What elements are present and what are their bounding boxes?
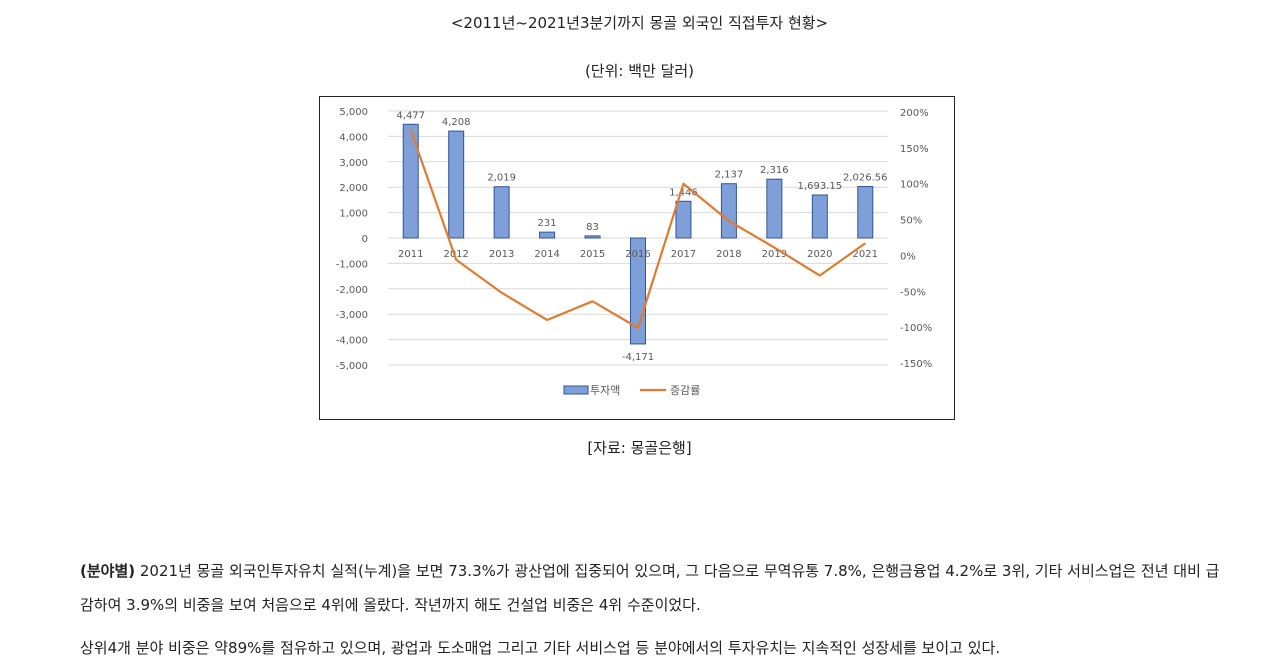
legend-line-label: 증감률 xyxy=(670,384,700,397)
y-left-tick-label: 2,000 xyxy=(339,183,368,194)
bar xyxy=(539,231,556,239)
y-right-tick-label: 100% xyxy=(900,180,929,191)
legend-bar-label: 투자액 xyxy=(590,384,620,397)
fdi-chart: 5,000 4,000 3,000 2,000 1,000 0 -1,000 -2,000 -3… xyxy=(319,96,955,420)
y-left-tick-label: 3,000 xyxy=(339,158,368,169)
y-left-tick-label: 5,000 xyxy=(339,107,368,118)
y-right-tick-label: 50% xyxy=(900,216,922,227)
y-left-tick-label: -2,000 xyxy=(336,285,368,296)
paragraph-lead: (분야별) xyxy=(80,562,136,580)
x-tick-label: 2018 xyxy=(716,249,741,260)
x-tick-label: 2015 xyxy=(580,249,605,260)
bar-data-label: 1,446 xyxy=(669,187,698,198)
y-right-tick-label: 150% xyxy=(900,144,929,155)
bar-data-label: -4,171 xyxy=(622,352,654,363)
paragraph-top4: 상위4개 분야 비중은 약89%를 점유하고 있으며, 광업과 도소매업 그리고… xyxy=(80,639,1001,657)
y-left-tick-label: -3,000 xyxy=(336,310,368,321)
y-left-tick-label: -5,000 xyxy=(336,361,368,372)
bar-data-label: 4,208 xyxy=(442,117,471,128)
chart-svg: 5,000 4,000 3,000 2,000 1,000 0 -1,000 -2,000 -3… xyxy=(336,107,932,397)
bar-data-label: 231 xyxy=(538,218,557,229)
bar xyxy=(584,235,601,239)
y-left-tick-label: 0 xyxy=(362,234,368,245)
paragraph-sector: (분야별) 2021년 몽골 외국인투자유치 실적(누계)을 보면 73.3%가… xyxy=(80,554,1220,622)
bar-data-label: 4,477 xyxy=(396,110,425,121)
bar xyxy=(720,183,737,239)
paragraph-text: 2021년 몽골 외국인투자유치 실적(누계)을 보면 73.3%가 광산업에 … xyxy=(80,562,1220,614)
x-tick-label: 2016 xyxy=(625,249,650,260)
x-tick-label: 2011 xyxy=(398,249,423,260)
y-left-tick-label: 1,000 xyxy=(339,209,368,220)
source-caption: [자료: 몽골은행] xyxy=(587,439,692,457)
bar-data-label: 2,026.56 xyxy=(843,173,888,184)
bar xyxy=(811,194,828,239)
y-left-tick-label: -4,000 xyxy=(336,336,368,347)
bar-data-label: 2,019 xyxy=(487,173,516,184)
y-right-tick-label: 0% xyxy=(900,251,916,262)
bar-data-label: 2,316 xyxy=(760,165,789,176)
bar xyxy=(675,200,692,239)
bar xyxy=(402,123,419,239)
x-tick-label: 2013 xyxy=(489,249,514,260)
bar-data-label: 2,137 xyxy=(715,170,744,181)
y-right-tick-label: -50% xyxy=(900,287,926,298)
bar xyxy=(857,186,874,239)
page-title: <2011년~2021년3분기까지 몽골 외국인 직접투자 현황> xyxy=(450,14,829,32)
x-tick-label: 2017 xyxy=(671,249,696,260)
x-tick-label: 2012 xyxy=(443,249,468,260)
x-tick-label: 2021 xyxy=(853,249,878,260)
bar xyxy=(766,178,783,239)
x-tick-label: 2014 xyxy=(534,249,559,260)
bar-data-label: 1,693.15 xyxy=(798,181,843,192)
legend-bar-swatch xyxy=(563,385,589,395)
y-right-tick-label: -100% xyxy=(900,323,932,334)
x-tick-label: 2019 xyxy=(762,249,787,260)
y-left-tick-label: 4,000 xyxy=(339,132,368,143)
x-tick-label: 2020 xyxy=(807,249,832,260)
bar xyxy=(448,130,465,239)
unit-caption: (단위: 백만 달러) xyxy=(584,62,695,80)
bar xyxy=(493,186,510,239)
y-right-tick-label: -150% xyxy=(900,359,932,370)
y-left-tick-label: -1,000 xyxy=(336,259,368,270)
bar-data-label: 83 xyxy=(586,222,599,233)
y-right-tick-label: 200% xyxy=(900,108,929,119)
